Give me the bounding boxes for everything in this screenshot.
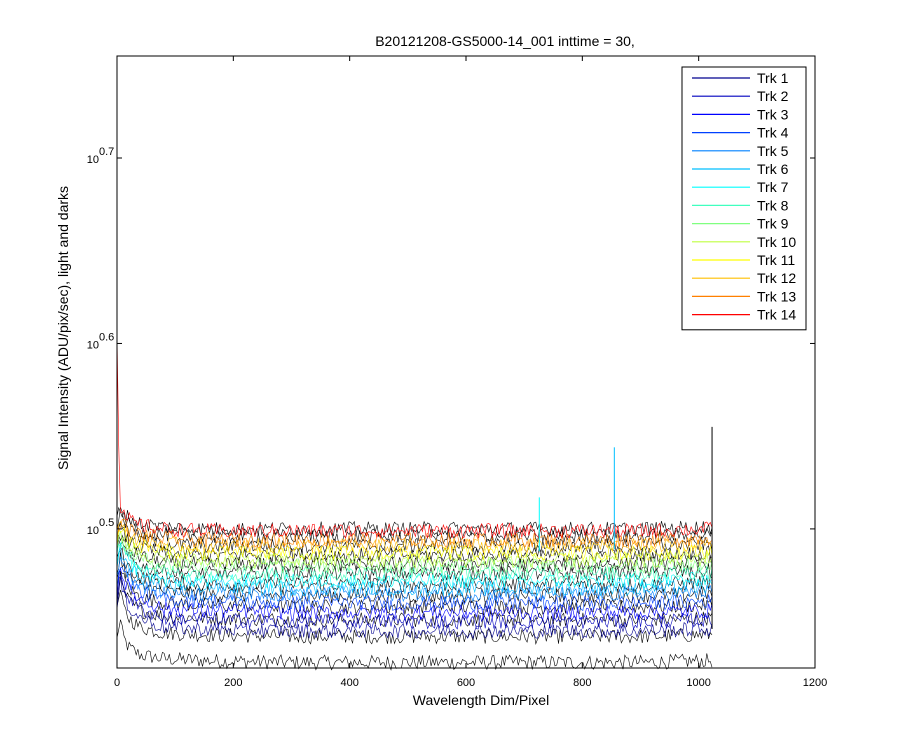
dark-trace-12 [116, 506, 713, 538]
dark-trace-5 [116, 552, 713, 604]
dark-trace-8 [116, 534, 713, 573]
series-trace-14 [116, 333, 713, 539]
legend-label: Trk 5 [757, 143, 789, 159]
legend-label: Trk 4 [757, 125, 789, 141]
dark-trace-10 [116, 521, 713, 555]
series-trace-4 [116, 567, 713, 612]
legend-label: Trk 1 [757, 70, 789, 86]
y-tick-label-exponent: 0.5 [99, 517, 114, 529]
y-axis-label: Signal Intensity (ADU/pix/sec), light an… [55, 186, 71, 470]
y-tick-label-exponent: 0.6 [99, 331, 114, 343]
y-tick-label-base: 10 [87, 339, 99, 351]
series-traces [116, 333, 713, 640]
x-tick-label: 400 [340, 677, 358, 689]
x-tick-label: 1200 [803, 677, 827, 689]
x-tick-label: 0 [114, 677, 120, 689]
series-trace-3 [116, 568, 713, 621]
legend-label: Trk 11 [757, 252, 795, 268]
series-trace-6 [116, 546, 713, 597]
y-tick-label-base: 10 [87, 154, 99, 166]
legend-label: Trk 8 [757, 197, 789, 213]
y-tick-label-base: 10 [87, 525, 99, 537]
series-trace-1 [116, 576, 713, 640]
series-trace-5 [116, 557, 713, 603]
legend-label: Trk 14 [757, 307, 796, 323]
dark-trace-7 [116, 539, 713, 582]
dark-trace-1 [116, 619, 713, 671]
legend-label: Trk 13 [757, 288, 796, 304]
series-trace-7 [116, 541, 713, 589]
x-tick-label: 600 [457, 677, 475, 689]
legend-label: Trk 12 [757, 270, 796, 286]
x-tick-label: 1000 [686, 677, 710, 689]
y-tick-label-exponent: 0.7 [99, 146, 114, 158]
legend-box [681, 66, 807, 331]
legend-label: Trk 2 [757, 88, 789, 104]
dark-trace-6 [116, 546, 713, 593]
legend: Trk 1 Trk 2 Trk 3 Trk 4 Trk 5 Trk 6 Trk 7 Trk 8… [681, 66, 807, 331]
series-trace-8 [116, 538, 713, 582]
legend-label: Trk 7 [757, 179, 789, 195]
series-trace-10 [116, 530, 713, 569]
legend-label: Trk 6 [757, 161, 789, 177]
legend-label: Trk 9 [757, 216, 789, 232]
series-trace-13 [116, 518, 713, 549]
x-tick-label: 200 [224, 677, 242, 689]
series-trace-11 [116, 527, 713, 562]
legend-label: Trk 3 [757, 106, 789, 122]
x-axis-ticks: 0 200 400 600 800 1000 1200 [114, 56, 827, 689]
x-axis-label: Wavelength Dim/Pixel [413, 692, 549, 708]
series-trace-2 [116, 576, 713, 630]
chart-title: B20121208-GS5000-14_001 inttime = 30, [375, 33, 635, 49]
legend-label: Trk 10 [757, 234, 796, 250]
spikes [538, 426, 713, 630]
dark-trace-11 [116, 507, 713, 545]
x-tick-label: 800 [573, 677, 591, 689]
